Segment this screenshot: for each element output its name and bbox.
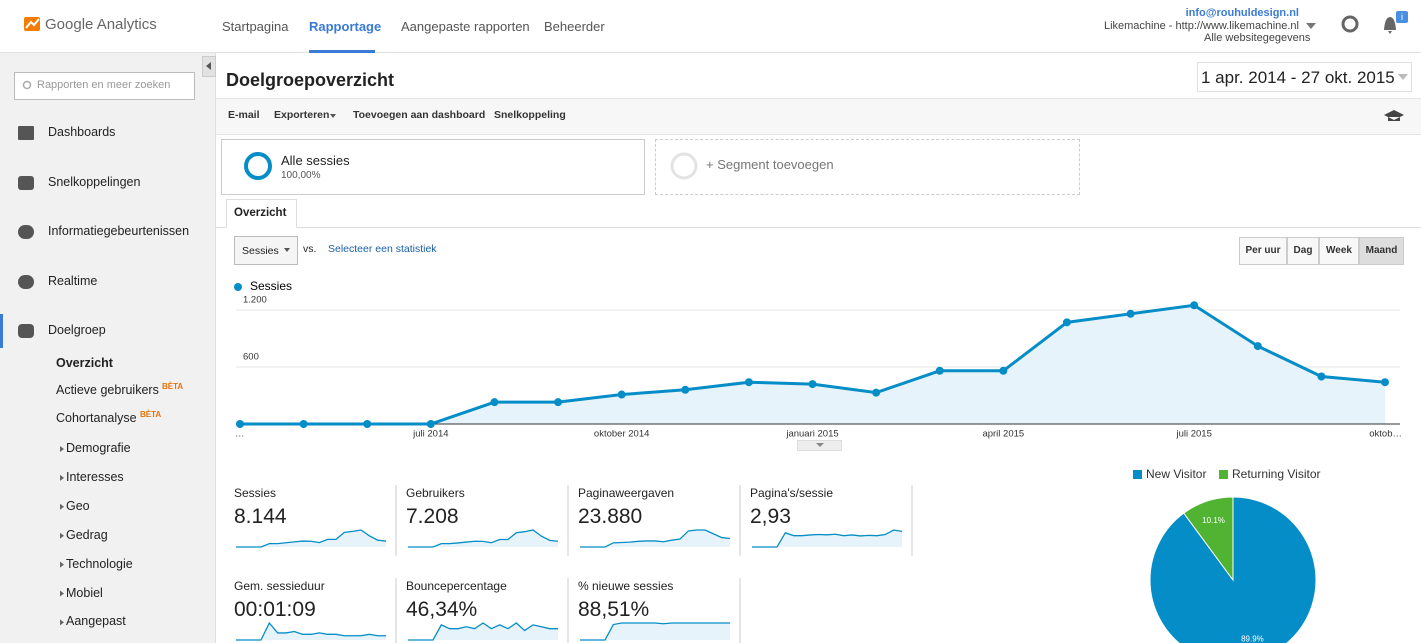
account-email[interactable]: info@rouhuldesign.nl	[1185, 7, 1299, 19]
sidebar-subitem[interactable]: Overzicht	[56, 356, 113, 370]
metric-value: 23.880	[578, 505, 643, 528]
search-box[interactable]: Rapporten en meer zoeken	[14, 72, 195, 100]
sidebar-subgroup[interactable]: Gedrag	[66, 527, 108, 542]
sidebar-subgroup[interactable]: Aangepast	[66, 614, 126, 629]
account-property: Likemachine - http://www.likemachine.nl	[1103, 20, 1299, 32]
toolbar	[216, 98, 1421, 135]
sidebar-subgroup[interactable]: Interesses	[66, 469, 124, 484]
beta-badge: BÈTA	[140, 410, 162, 419]
nav-link[interactable]: Rapportage	[309, 19, 382, 34]
segment-card[interactable]	[221, 139, 645, 195]
metric-value: 88,51%	[578, 598, 650, 621]
metric-label: Paginaweergaven	[578, 486, 675, 500]
segment-add: + Segment toevoegen	[706, 157, 834, 172]
sidebar-subgroup[interactable]: Demografie	[66, 441, 131, 455]
account-view: Alle websitegegevens	[1204, 32, 1311, 44]
metric-value: 2,93	[750, 505, 791, 528]
sidebar-icon	[18, 176, 34, 190]
segment-share: 100,00%	[281, 170, 321, 181]
active-marker	[0, 314, 3, 348]
sidebar-item[interactable]: Snelkoppelingen	[48, 175, 141, 189]
toolbar-button[interactable]: Toevoegen aan dashboard	[353, 109, 486, 121]
metric-label: Bouncepercentage	[406, 579, 507, 593]
sidebar-item[interactable]: Informatiegebeurtenissen	[48, 224, 190, 238]
select-stat[interactable]: Selecteer een statistiek	[328, 243, 437, 255]
granularity-button[interactable]: Per uur	[1239, 237, 1287, 265]
sidebar-subgroup[interactable]: Geo	[66, 498, 90, 513]
metric-label: Gem. sessieduur	[234, 579, 325, 593]
notification-badge[interactable]: i	[1396, 11, 1408, 23]
sidebar-subitem[interactable]: Cohortanalyse	[56, 411, 137, 425]
metric-value: 8.144	[234, 505, 287, 528]
toolbar-button[interactable]: E-mail	[228, 109, 260, 121]
segment-name: Alle sessies	[281, 153, 350, 168]
nav-link[interactable]: Aangepaste rapporten	[401, 19, 530, 34]
metric-value: 7.208	[406, 505, 459, 528]
vs-label: vs.	[303, 243, 317, 255]
sidebar	[0, 53, 216, 643]
nav-link[interactable]: Beheerder	[544, 19, 605, 34]
metric-value: 00:01:09	[234, 598, 316, 621]
sidebar-icon	[18, 126, 34, 140]
granularity-button[interactable]: Dag	[1287, 237, 1319, 265]
metric-label: Sessies	[234, 486, 277, 500]
tab-line	[216, 227, 1421, 228]
sidebar-item[interactable]: Realtime	[48, 274, 98, 288]
nav-link[interactable]: Startpagina	[222, 19, 289, 34]
metric-value: 46,34%	[406, 598, 478, 621]
metric-select[interactable]: Sessies	[234, 236, 298, 265]
metric-label: Pagina's/sessie	[750, 486, 834, 500]
granularity-button[interactable]: Maand	[1359, 237, 1404, 265]
toolbar-button[interactable]: Exporteren	[274, 109, 330, 121]
beta-badge: BÈTA	[162, 382, 184, 391]
page-title: Doelgroepoverzicht	[226, 70, 395, 90]
chart-handle[interactable]	[797, 440, 842, 451]
top-bar	[0, 0, 1421, 53]
metric-label: Gebruikers	[406, 486, 465, 500]
tab[interactable]: Overzicht	[226, 199, 297, 228]
sidebar-item[interactable]: Doelgroep	[48, 323, 106, 337]
sidebar-icon	[18, 225, 34, 239]
granularity-button[interactable]: Week	[1319, 237, 1359, 265]
sidebar-subgroup[interactable]: Mobiel	[66, 585, 103, 600]
sidebar-icon	[18, 275, 34, 289]
collapse-tab[interactable]	[202, 56, 216, 77]
sidebar-item[interactable]: Dashboards	[48, 125, 116, 139]
logo: Google Analytics	[45, 16, 157, 33]
nav-underline	[309, 50, 375, 53]
date-range[interactable]: 1 apr. 2014 - 27 okt. 2015	[1197, 62, 1412, 92]
sidebar-subgroup[interactable]: Technologie	[66, 556, 133, 571]
metric-label: % nieuwe sessies	[578, 579, 674, 593]
toolbar-button[interactable]: Snelkoppeling	[494, 109, 566, 121]
segment-add-card[interactable]	[655, 139, 1080, 195]
sidebar-icon	[18, 324, 34, 338]
sidebar-subitem[interactable]: Actieve gebruikers	[56, 383, 159, 397]
